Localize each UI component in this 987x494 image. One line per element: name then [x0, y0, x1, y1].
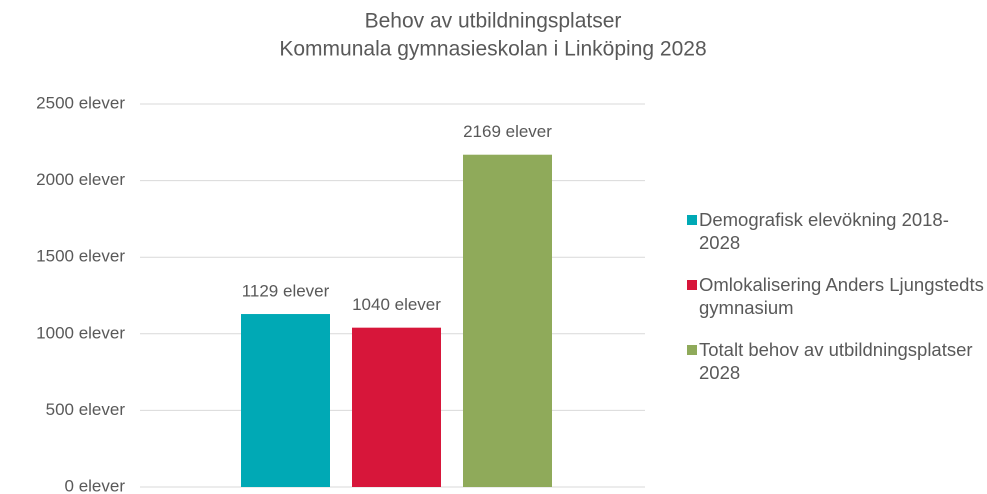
y-tick-label: 1500 elever	[36, 247, 125, 266]
y-tick-label: 500 elever	[46, 400, 126, 419]
data-label: 2169 elever	[463, 122, 552, 141]
chart-title: Behov av utbildningsplatser	[365, 10, 622, 33]
legend-swatch	[687, 345, 697, 355]
legend-swatch	[687, 215, 697, 225]
bar	[352, 327, 441, 487]
data-label: 1129 elever	[242, 282, 330, 301]
legend-label: Omlokalisering Anders Ljungstedts gymnas…	[699, 274, 984, 318]
y-tick-label: 1000 elever	[36, 323, 125, 342]
bar	[241, 314, 330, 487]
legend-label: Totalt behov av utbildningsplatser 2028	[699, 339, 973, 383]
y-tick-label: 2000 elever	[36, 170, 125, 189]
y-tick-label: 0 elever	[65, 476, 126, 494]
y-tick-label: 2500 elever	[36, 93, 125, 112]
data-label: 1040 elever	[352, 295, 441, 314]
chart-subtitle: Kommunala gymnasieskolan i Linköping 202…	[279, 38, 706, 61]
legend-label: Demografisk elevökning 2018-2028	[699, 209, 949, 253]
legend-swatch	[687, 280, 697, 290]
bar	[463, 154, 552, 487]
